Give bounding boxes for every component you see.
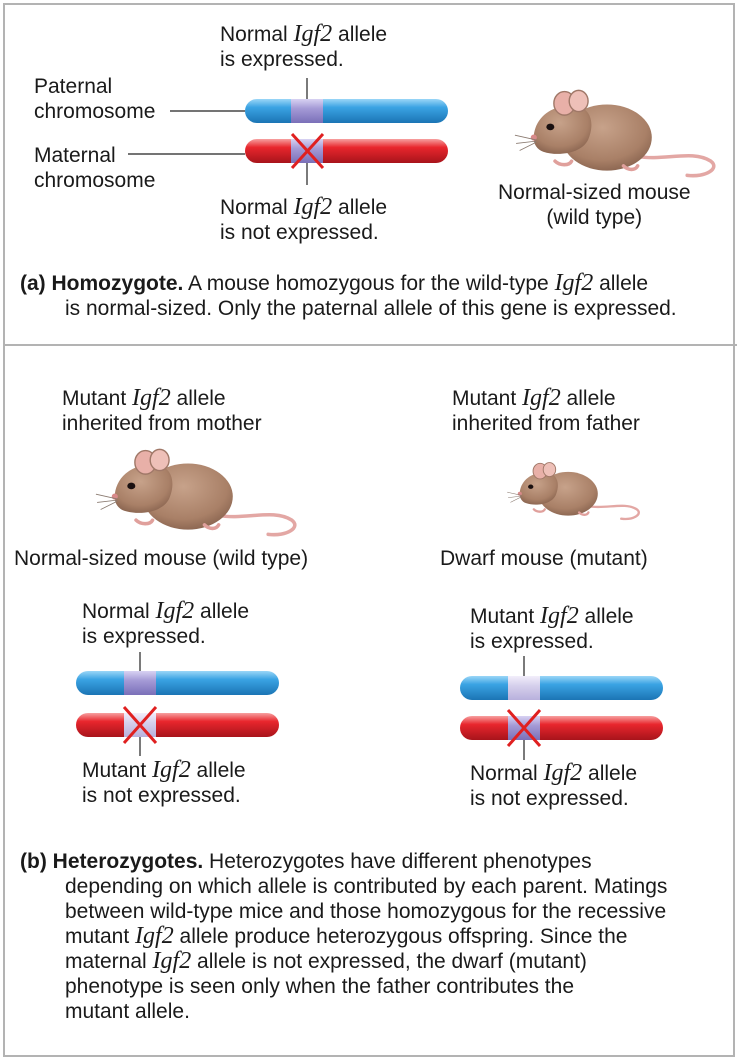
dwarf-mouse-label: Dwarf mouse (mutant) (440, 547, 648, 570)
mutant-allele-band (508, 676, 540, 700)
silenced-allele-label: Normal Igf2 allele is not expressed. (220, 194, 388, 245)
panel-divider (3, 344, 737, 346)
expressed-allele-band (291, 99, 323, 123)
wild-type-mouse-label: Normal-sized mouse (wild type) (14, 547, 309, 570)
silenced-cross-mark (290, 132, 325, 170)
figure-border (3, 3, 735, 1057)
dwarf-mouse-image (506, 461, 640, 521)
wild-type-mouse-label: Normal-sized mouse (wild type) (498, 181, 691, 229)
silenced-allele-label: Normal Igf2 allele is not expressed. (470, 760, 638, 811)
paternal-chromosome (76, 671, 279, 695)
mutant-paternal-title: Mutant Igf2 allele inherited from father (452, 385, 640, 436)
expressed-allele-label: Normal Igf2 allele is expressed. (220, 21, 388, 72)
maternal-chromosome (76, 713, 279, 737)
maternal-chromosome (460, 716, 663, 740)
wild-type-mouse-image (513, 88, 716, 178)
paternal-chromosome (460, 676, 663, 700)
caption-b: (b) Heterozygotes. Heterozygotes have di… (20, 850, 668, 1023)
paternal-chromosome (245, 99, 448, 123)
expressed-allele-label: Mutant Igf2 allele is expressed. (470, 603, 634, 654)
expressed-allele-label: Normal Igf2 allele is expressed. (82, 598, 250, 649)
silenced-allele-label: Mutant Igf2 allele is not expressed. (82, 757, 246, 808)
caption-a: (a) Homozygote. A mouse homozygous for t… (20, 270, 677, 321)
expressed-allele-band (124, 671, 156, 695)
maternal-chromosome (245, 139, 448, 163)
mutant-maternal-title: Mutant Igf2 allele inherited from mother (62, 385, 262, 436)
wild-type-mouse-image (94, 447, 297, 537)
silenced-cross-mark (506, 709, 542, 747)
maternal-chromosome-label: Maternal chromosome (34, 144, 156, 192)
paternal-chromosome-label: Paternal chromosome (34, 75, 156, 123)
silenced-cross-mark (122, 706, 158, 744)
